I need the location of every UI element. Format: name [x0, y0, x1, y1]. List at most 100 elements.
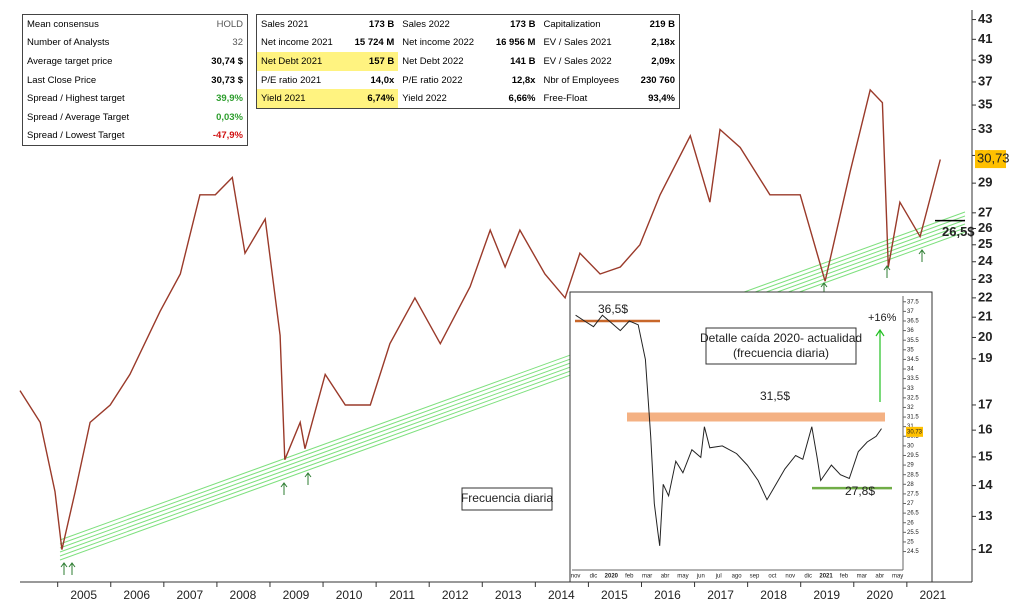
y-tick-label: 33 — [978, 121, 992, 136]
table-cell: Spread / Average Target — [27, 111, 130, 123]
inset-y-tick-label: 28.5 — [907, 472, 919, 478]
inset-y-tick-label: 36.5 — [907, 319, 919, 325]
table-row: Spread / Lowest Target -47,9% — [23, 127, 248, 146]
inset-title: Detalle caída 2020- actualidad — [700, 331, 862, 345]
table-cell: Capitalization — [543, 18, 601, 30]
inset-y-tick-label: 29.5 — [907, 453, 919, 459]
arrow — [68, 562, 76, 575]
table-cell: 12,8x — [511, 74, 536, 86]
x-tick-label: 2006 — [123, 588, 150, 602]
table-cell: Spread / Lowest Target — [27, 130, 125, 142]
arrow — [918, 249, 926, 262]
trend-channel — [59, 211, 966, 541]
table-cell: Net income 2021 — [261, 37, 333, 49]
table-cell: 230 760 — [640, 74, 675, 86]
table-row: Spread / Highest target 39,9% — [23, 89, 248, 108]
x-tick-label: 2005 — [70, 588, 97, 602]
inset-x-tick-label: dic — [590, 574, 598, 580]
trend-channel — [59, 215, 966, 545]
inset-x-tick-label: abr — [875, 574, 884, 580]
inset-level-label: 36,5$ — [598, 302, 628, 316]
table-cell: Sales 2022 — [402, 18, 450, 30]
y-tick-label: 43 — [978, 11, 992, 26]
inset-x-tick-label: may — [892, 574, 903, 580]
y-tick-label: 35 — [978, 96, 992, 111]
gain-arrow — [875, 328, 885, 402]
table-cell: 15 724 M — [354, 37, 395, 49]
y-tick-label: 17 — [978, 396, 992, 411]
table-row: Last Close Price 30,73 $ — [23, 71, 248, 90]
table-row: P/E ratio 2021 14,0x P/E ratio 2022 12,8x Nb… — [257, 71, 680, 90]
table-cell: 0,03% — [216, 111, 243, 123]
inset-y-tick-label: 25.5 — [907, 530, 919, 536]
table-cell: 141 B — [510, 55, 536, 67]
inset-title: (frecuencia diaria) — [733, 346, 829, 360]
table-cell: 39,9% — [216, 93, 243, 105]
arrow — [883, 265, 891, 278]
y-tick-label: 37 — [978, 73, 992, 88]
table-cell: 30,74 $ — [211, 55, 243, 67]
inset-x-tick-label: dic — [804, 574, 812, 580]
x-tick-label: 2016 — [654, 588, 681, 602]
arrow — [60, 562, 68, 575]
y-tick-label: 22 — [978, 289, 992, 304]
arrow — [280, 482, 288, 495]
table-cell: EV / Sales 2022 — [543, 55, 612, 67]
financials-table: Sales 2021 173 B Sales 2022 173 B Capitaliza… — [256, 14, 680, 109]
inset-x-tick-label: feb — [625, 574, 634, 580]
table-cell: 173 B — [510, 18, 536, 30]
table-row: Yield 2021 6,74% Yield 2022 6,66% Free-Float… — [256, 89, 680, 109]
y-tick-label: 13 — [978, 508, 992, 523]
x-tick-label: 2020 — [866, 588, 893, 602]
inset-y-tick-label: 25 — [907, 540, 914, 546]
inset-x-tick-label: jul — [715, 574, 722, 580]
inset-price-line — [575, 314, 882, 546]
table-cell: 32 — [232, 37, 243, 49]
table-cell: Free-Float — [543, 93, 588, 105]
inset-y-tick-label: 32.5 — [907, 395, 919, 401]
inset-x-tick-label: 2021 — [819, 574, 833, 580]
consensus-table: Mean consensus HOLD Number of Analysts 32 Av… — [22, 14, 248, 147]
table-cell: 6,66% — [508, 93, 536, 105]
table-row: Mean consensus HOLD — [23, 15, 248, 34]
table-row: Average target price 30,74 $ — [23, 52, 248, 71]
y-tick-label: 26 — [978, 220, 992, 235]
table-cell: Mean consensus — [27, 18, 99, 30]
table-cell: 173 B — [368, 18, 395, 30]
x-tick-label: 2021 — [919, 588, 946, 602]
table-cell: Spread / Highest target — [27, 93, 125, 105]
inset-y-tick-label: 35.5 — [907, 338, 919, 344]
y-tick-label: 19 — [978, 350, 992, 365]
trend-channel — [59, 223, 966, 553]
inset-title-box — [705, 327, 857, 365]
y-tick-label: 21 — [978, 309, 992, 324]
inset-y-tick-label: 27 — [907, 501, 914, 507]
table-row: Number of Analysts 32 — [23, 34, 248, 53]
inset-y-tick-label: 31.5 — [907, 415, 919, 421]
table-cell: 2,18x — [651, 37, 675, 49]
inset-y-tick-label: 32 — [907, 405, 914, 411]
inset-y-tick-label: 27.5 — [907, 491, 919, 497]
table-cell: HOLD — [216, 18, 243, 30]
table-cell: Yield 2022 — [402, 93, 447, 105]
table-cell: 6,74% — [345, 89, 399, 109]
table-cell: Last Close Price — [27, 74, 97, 86]
x-tick-label: 2015 — [601, 588, 628, 602]
note-box — [461, 487, 553, 511]
table-cell: Number of Analysts — [27, 37, 110, 49]
x-tick-label: 2018 — [760, 588, 787, 602]
arrow — [304, 472, 312, 485]
y-tick-label: 14 — [978, 477, 993, 492]
table-cell: 16 956 M — [495, 37, 536, 49]
inset-y-tick-label: 35 — [907, 347, 914, 353]
trend-channel — [59, 227, 966, 557]
y-tick-label: 16 — [978, 422, 992, 437]
x-tick-label: 2017 — [707, 588, 734, 602]
inset-x-tick-label: oct — [768, 574, 776, 580]
inset-y-tick-label: 34.5 — [907, 357, 919, 363]
table-cell: 30,73 $ — [211, 74, 243, 86]
table-row: Net income 2021 15 724 M Net income 2022 16… — [257, 34, 680, 53]
inset-x-tick-label: ago — [732, 574, 743, 580]
